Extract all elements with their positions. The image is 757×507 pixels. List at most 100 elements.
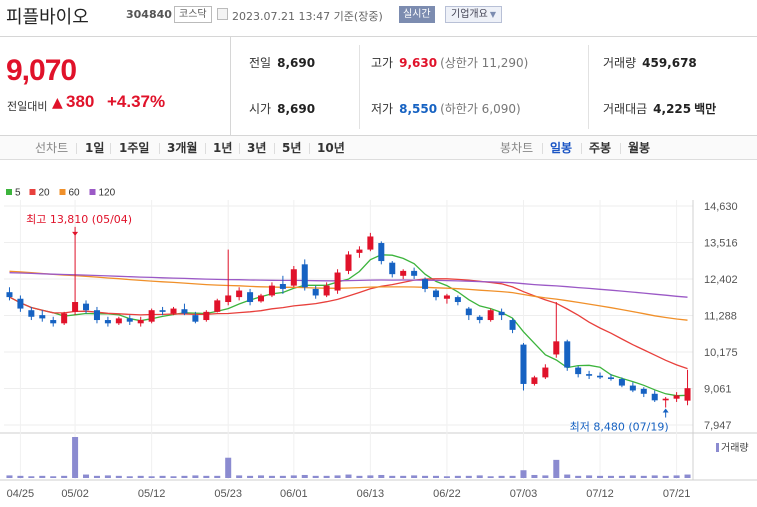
high-arrow-head	[72, 231, 79, 236]
candle-body	[531, 377, 538, 384]
volume-bar	[684, 474, 691, 478]
ma-line	[9, 272, 688, 298]
ma-line	[9, 270, 688, 321]
volume-bar	[181, 475, 188, 478]
divider	[239, 143, 240, 154]
volume-bar	[126, 476, 133, 478]
volume-bar	[586, 475, 593, 478]
candle-body	[378, 243, 385, 262]
volume-bar	[662, 475, 669, 478]
candle-body	[72, 302, 79, 312]
volume-bar	[17, 475, 24, 478]
ma-line	[9, 278, 688, 370]
x-tick-label: 06/01	[280, 488, 308, 500]
candle-body	[214, 300, 221, 312]
stat-label: 고가	[371, 56, 394, 70]
volume-bar	[618, 475, 625, 478]
candle-body	[61, 313, 68, 324]
range-1d[interactable]: 1일	[85, 141, 105, 155]
axis-labels: 14,630 13,516 12,402 11,288 10,175 9,061 7,947…	[7, 201, 749, 500]
volume-bar	[72, 437, 79, 478]
stats-panel: 전일 8,690 시가 8,690 고가 9,630 (상한가 11,290) 저가 8,…	[230, 36, 757, 136]
stock-name: 피플바이오	[6, 7, 89, 28]
candle-body	[323, 285, 330, 296]
stat-label: 시가	[249, 102, 272, 116]
candle-body	[651, 393, 658, 401]
stat-label: 거래대금	[603, 102, 648, 116]
volume-bar	[454, 475, 461, 478]
volume-bar	[542, 475, 549, 478]
candle-body	[465, 308, 472, 316]
period-weekly[interactable]: 주봉	[589, 141, 612, 155]
volume-label: 거래량	[721, 442, 749, 454]
candle-body	[345, 254, 352, 271]
x-tick-label: 07/03	[510, 488, 538, 500]
y-tick-label: 9,061	[704, 384, 732, 396]
volume-bar	[28, 476, 35, 478]
company-overview-dropdown[interactable]: 기업개요 ▼	[445, 6, 502, 23]
low-arrow-head	[662, 408, 669, 413]
volume-bar	[465, 475, 472, 478]
candle-body	[640, 388, 647, 394]
candle-body	[93, 310, 100, 321]
x-tick-label: 05/23	[214, 488, 242, 500]
candle-body	[225, 295, 232, 303]
market-badge: 코스닥	[174, 6, 212, 23]
candle-body	[290, 269, 297, 286]
candle-body	[673, 395, 680, 399]
volume-bar	[279, 475, 286, 478]
realtime-button[interactable]: 실시간	[399, 6, 435, 23]
stock-header: 피플바이오 304840 코스닥 2023.07.21 13:47 기준(장중)…	[0, 0, 757, 30]
tab-candle-chart[interactable]: 봉차트	[500, 141, 534, 155]
high-annotation: 최고 13,810 (05/04)	[26, 213, 132, 226]
candle-body	[662, 398, 669, 401]
stat-volume: 거래량 459,678	[603, 54, 697, 71]
stat-label: 저가	[371, 102, 394, 116]
ma-line	[9, 254, 688, 397]
stock-code: 304840	[126, 8, 172, 21]
candle-body	[618, 379, 625, 386]
range-1y[interactable]: 1년	[213, 141, 233, 155]
x-tick-label: 07/21	[663, 488, 691, 500]
candle-body	[192, 315, 199, 322]
candle-body	[487, 310, 494, 321]
range-5y[interactable]: 5년	[282, 141, 302, 155]
range-3m[interactable]: 3개월	[167, 141, 198, 155]
candle-body	[443, 295, 450, 299]
volume-bar	[148, 476, 155, 478]
volume-bar	[323, 475, 330, 478]
divider	[581, 143, 582, 154]
annotations: 최고 13,810 (05/04) 최저 8,480 (07/19)	[26, 213, 669, 434]
candle-body	[17, 298, 24, 309]
candle-body	[258, 295, 265, 302]
volume-bar	[268, 475, 275, 478]
period-monthly[interactable]: 월봉	[628, 141, 651, 155]
stat-value: 459,678	[642, 56, 697, 70]
y-tick-label: 7,947	[704, 420, 732, 432]
candle-body	[597, 375, 604, 378]
candle-body	[389, 262, 396, 275]
low-annotation: 최저 8,480 (07/19)	[570, 421, 669, 434]
candle-body	[312, 288, 319, 296]
period-daily[interactable]: 일봉	[550, 141, 573, 155]
volume-bar	[39, 475, 46, 478]
range-3y[interactable]: 3년	[247, 141, 267, 155]
volume-bar	[498, 475, 505, 478]
volume-bar	[334, 475, 341, 478]
volume-bar	[553, 459, 560, 478]
candle-body	[39, 315, 46, 319]
tab-line-chart[interactable]: 선차트	[35, 141, 69, 155]
volume-bar	[6, 475, 13, 478]
candle-body	[279, 283, 286, 289]
range-10y[interactable]: 10년	[317, 141, 345, 155]
range-1w[interactable]: 1주일	[119, 141, 150, 155]
volume-bar	[509, 475, 516, 478]
y-tick-label: 12,402	[704, 274, 738, 286]
legend-label: 120	[99, 188, 116, 199]
divider	[620, 143, 621, 154]
candle-body	[586, 374, 593, 376]
volume-bar	[225, 457, 232, 478]
stat-label: 거래량	[603, 56, 637, 70]
candle-body	[509, 320, 516, 330]
candle-body	[137, 320, 144, 324]
